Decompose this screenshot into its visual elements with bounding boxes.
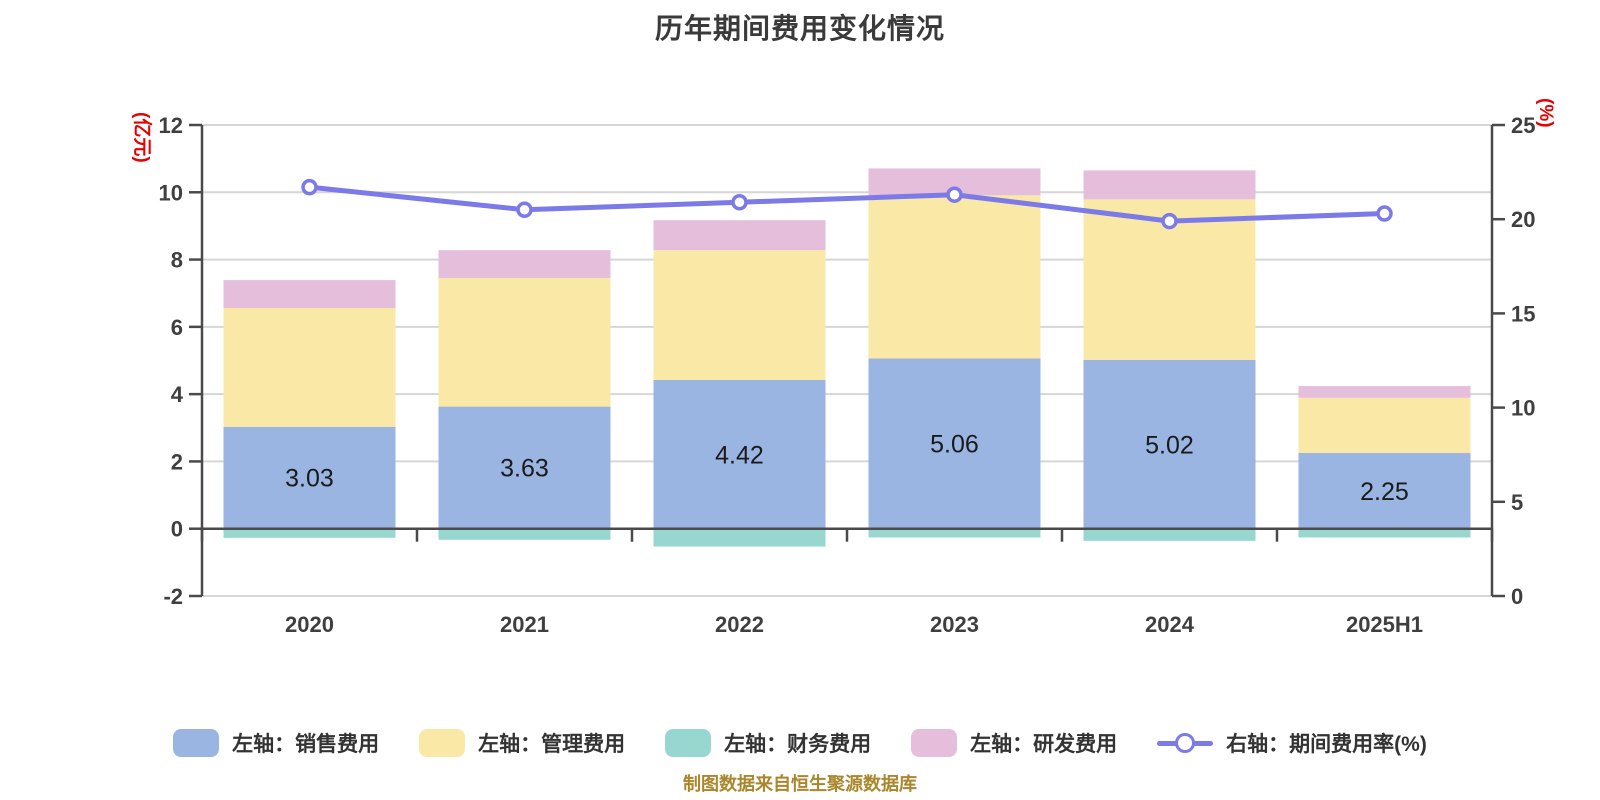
left-tick-label: 8 <box>171 248 183 273</box>
bar-value-label: 2.25 <box>1360 478 1409 506</box>
bar-value-label: 3.63 <box>500 455 549 483</box>
bar-segment-2021[interactable] <box>438 406 611 529</box>
bar-segment-2025H1[interactable] <box>1298 528 1471 538</box>
bar-segment-2021[interactable] <box>438 250 611 279</box>
x-category-label: 2021 <box>500 612 549 637</box>
legend-label: 左轴：管理费用 <box>478 733 626 756</box>
legend-label: 左轴：研发费用 <box>970 733 1118 756</box>
left-tick-label: 12 <box>159 113 183 138</box>
legend-label: 左轴：销售费用 <box>232 733 380 756</box>
line-marker-2020[interactable] <box>301 178 318 196</box>
bar-segment-2020[interactable] <box>223 426 396 529</box>
bar-segment-2023[interactable] <box>868 528 1041 538</box>
legend-item-bar-series[interactable]: 左轴：研发费用 <box>911 728 1117 758</box>
bar-value-label: 3.03 <box>285 465 334 493</box>
x-category-label: 2020 <box>285 612 334 637</box>
left-tick-label: 10 <box>159 180 183 205</box>
bar-segment-2022[interactable] <box>653 528 826 547</box>
legend-item-bar-series[interactable]: 左轴：管理费用 <box>419 728 625 758</box>
data-source-note: 制图数据来自恒生聚源数据库 <box>683 774 917 794</box>
bar-segment-2025H1[interactable] <box>1298 386 1471 398</box>
bar-segment-2022[interactable] <box>653 220 826 251</box>
left-tick-label: 4 <box>171 382 184 407</box>
bar-segment-2024[interactable] <box>1083 170 1256 200</box>
right-tick-label: 0 <box>1511 584 1523 609</box>
bar-segment-2021[interactable] <box>438 528 611 540</box>
bar-segment-2024[interactable] <box>1083 359 1256 529</box>
right-axis-unit: (%) <box>1535 98 1556 128</box>
legend-line-marker-icon <box>1157 733 1214 753</box>
legend-swatch <box>665 729 712 757</box>
bar-segment-2023[interactable] <box>868 195 1041 359</box>
legend-swatch <box>419 729 466 757</box>
left-tick-label: -2 <box>163 584 183 609</box>
x-category-label: 2024 <box>1145 612 1195 637</box>
right-tick-label: 5 <box>1511 490 1523 515</box>
bar-value-label: 4.42 <box>715 441 764 469</box>
bar-segment-2021[interactable] <box>438 278 611 407</box>
legend-item-bar-series[interactable]: 左轴：财务费用 <box>665 728 871 758</box>
bar-value-label: 5.06 <box>930 431 979 459</box>
bar-segment-2020[interactable] <box>223 308 396 427</box>
bar-segment-2020[interactable] <box>223 528 396 538</box>
bar-value-label: 5.02 <box>1145 431 1194 459</box>
left-tick-label: 6 <box>171 315 183 340</box>
right-tick-label: 10 <box>1511 396 1535 421</box>
left-tick-label: 2 <box>171 449 183 474</box>
bar-segment-2023[interactable] <box>868 358 1041 529</box>
legend-line-dot <box>1175 733 1196 753</box>
legend-item-expense-ratio[interactable]: 右轴：期间费用率(%) <box>1157 728 1427 758</box>
chart-legend: 左轴：销售费用 左轴：管理费用 左轴：财务费用 左轴：研发费用 右轴：期间费用率(%) <box>0 728 1600 758</box>
left-tick-label: 0 <box>171 517 183 542</box>
legend-swatch <box>173 729 220 757</box>
legend-item-bar-series[interactable]: 左轴：销售费用 <box>173 728 379 758</box>
legend-swatch <box>911 729 958 757</box>
legend-label: 右轴：期间费用率(%) <box>1226 733 1427 756</box>
bar-segment-2022[interactable] <box>653 380 826 529</box>
right-tick-label: 15 <box>1511 301 1535 326</box>
right-tick-label: 20 <box>1511 207 1535 232</box>
x-category-label: 2025H1 <box>1346 612 1423 637</box>
bar-segment-2025H1[interactable] <box>1298 453 1471 529</box>
left-axis-unit: (亿元) <box>131 112 154 163</box>
chart-title: 历年期间费用变化情况 <box>654 13 945 44</box>
legend-label: 左轴：财务费用 <box>724 733 872 756</box>
x-category-label: 2022 <box>715 612 764 637</box>
line-marker-2021[interactable] <box>516 201 533 219</box>
right-tick-label: 25 <box>1511 113 1535 138</box>
bar-segment-2020[interactable] <box>223 280 396 309</box>
bar-segment-2024[interactable] <box>1083 528 1256 541</box>
line-marker-2025H1[interactable] <box>1376 205 1393 222</box>
x-category-label: 2023 <box>930 612 979 637</box>
line-marker-2023[interactable] <box>946 186 963 203</box>
line-marker-2022[interactable] <box>731 193 748 211</box>
bar-segment-2025H1[interactable] <box>1298 397 1471 454</box>
bar-segment-2022[interactable] <box>653 250 826 381</box>
expense-ratio-line[interactable] <box>307 184 1387 224</box>
line-marker-2024[interactable] <box>1161 212 1178 230</box>
